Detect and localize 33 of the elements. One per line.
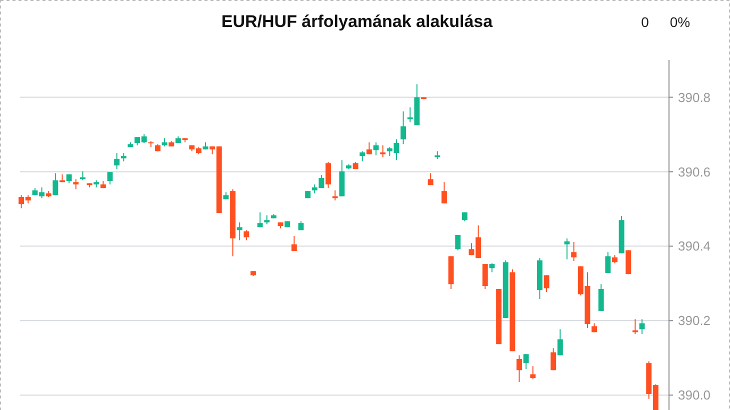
candlestick [605, 252, 611, 274]
chart-title: EUR/HUF árfolyamának alakulása [221, 12, 494, 31]
candlestick [639, 318, 645, 335]
candlestick [73, 178, 79, 190]
y-tick-label: 390.8 [678, 90, 711, 105]
candlestick [516, 354, 522, 383]
candlestick [360, 150, 366, 162]
y-tick-label: 390.4 [678, 238, 711, 254]
candlestick [544, 274, 550, 292]
candlestick [107, 172, 113, 185]
y-tick-label: 390.6 [678, 164, 711, 180]
candlestick [236, 222, 242, 241]
candlestick [482, 264, 488, 290]
candlestick [52, 172, 58, 196]
candlestick [257, 212, 263, 228]
candlestick [598, 284, 604, 312]
candlestick [114, 152, 120, 170]
candlestick [326, 162, 331, 189]
candlestick [441, 182, 447, 204]
candlestick [564, 238, 570, 260]
candlestick [571, 242, 577, 262]
y-tick-label: 390.2 [678, 313, 711, 328]
candlestick [291, 236, 297, 252]
candlestick [557, 328, 563, 356]
candlestick [523, 354, 529, 370]
y-tick-label: 390.0 [678, 388, 711, 403]
candlestick [530, 366, 536, 380]
candlestick [400, 110, 406, 145]
candlestick [244, 230, 250, 241]
text: 0 [641, 14, 650, 30]
text: 0% [670, 14, 690, 30]
candlestick [550, 348, 556, 371]
candlestick [455, 234, 461, 251]
